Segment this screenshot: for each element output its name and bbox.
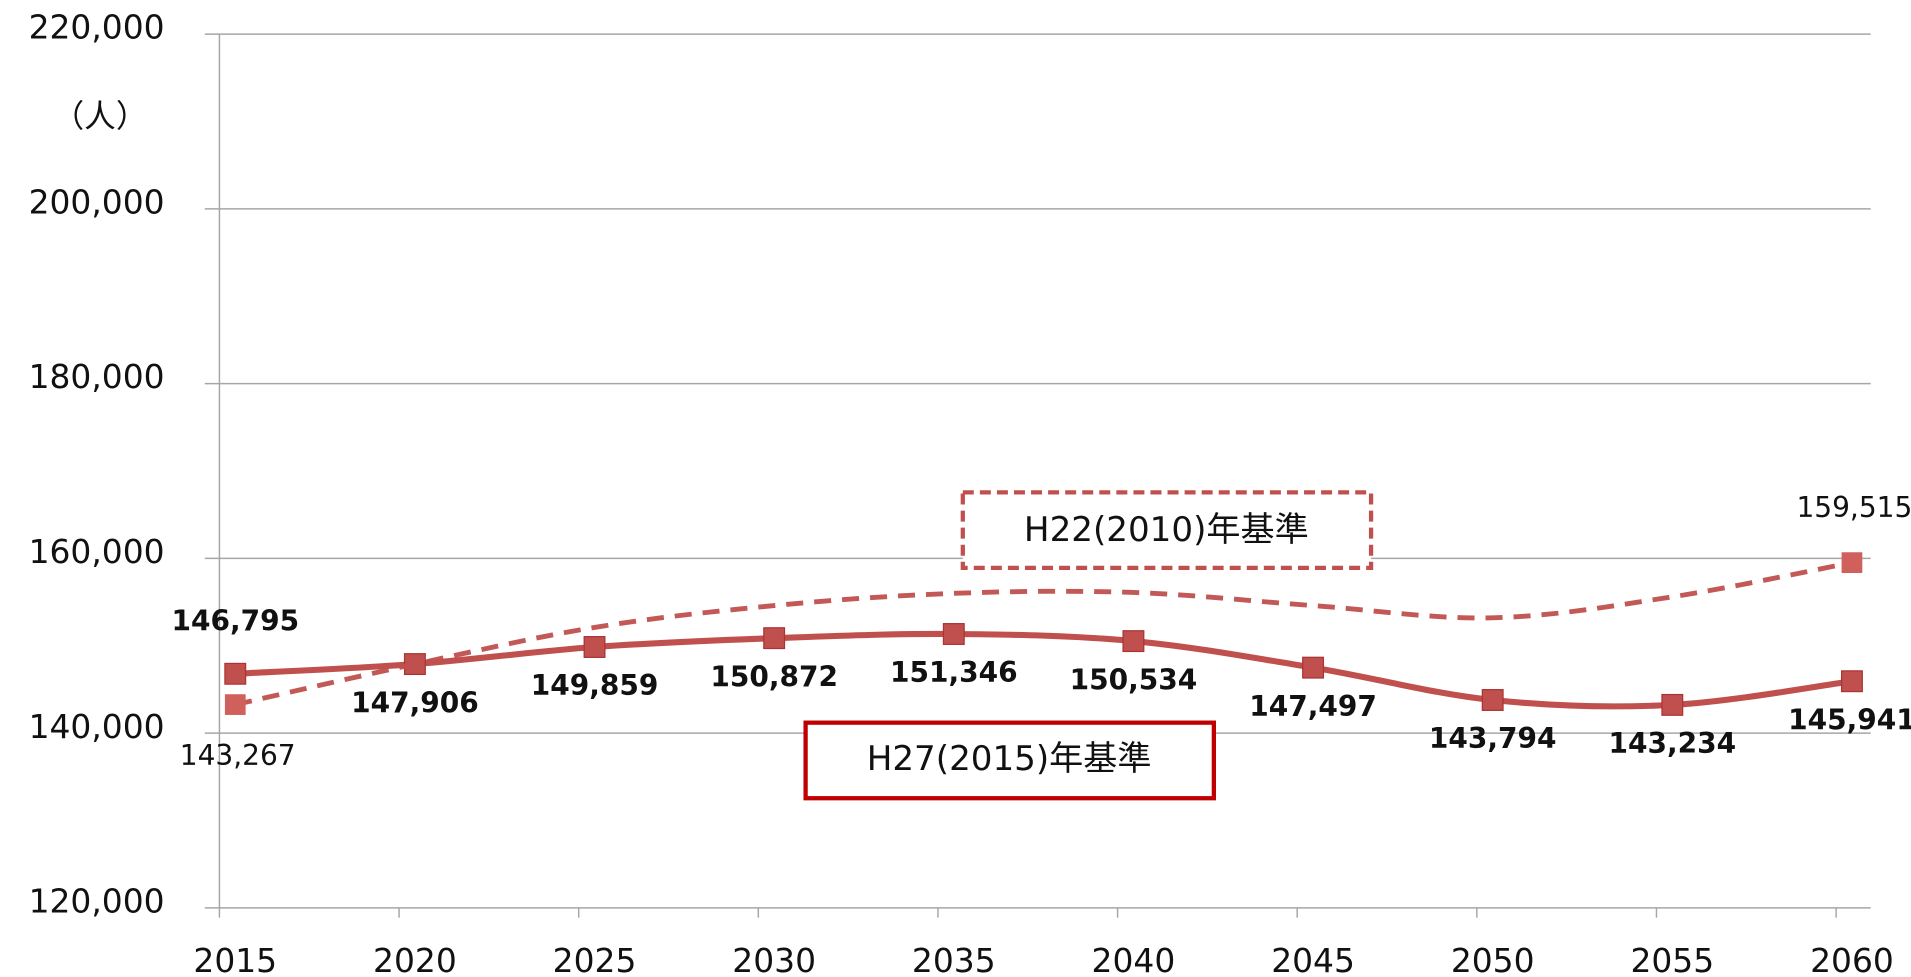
series-line [235,630,1853,710]
data-label: 147,497 [1249,690,1377,723]
y-tick-label: 140,000 [29,707,165,746]
legend-box-solid [803,720,1216,801]
data-label: 151,346 [890,656,1018,689]
marker [1302,656,1325,679]
data-label: 159,515 [1796,491,1911,524]
marker [1481,689,1504,711]
marker [942,623,965,645]
x-tick-label: 2040 [1092,941,1176,977]
x-tick-label: 2055 [1630,941,1714,977]
x-tick-label: 2025 [553,941,637,977]
y-tick-label: 200,000 [29,183,165,222]
x-tick-label: 2060 [1810,941,1894,977]
legend-box-dashed [960,490,1374,571]
legend-label: H22(2010)年基準 [1024,510,1309,550]
y-axis-unit: （人） [52,99,147,135]
marker [583,636,606,658]
x-tick-label: 2050 [1451,941,1535,977]
y-tick-label: 160,000 [29,532,165,571]
x-tick-label: 2045 [1271,941,1355,977]
y-tick-label: 220,000 [29,8,165,47]
series-line [234,560,1853,707]
y-tick-label: 180,000 [29,357,165,396]
marker [1840,670,1863,693]
legend-label: H27(2015)年基準 [867,739,1152,779]
marker [1841,552,1863,573]
data-label: 143,267 [180,739,296,772]
data-label: 147,906 [351,686,479,719]
data-label: 143,234 [1609,727,1737,760]
data-label: 150,534 [1070,663,1198,696]
data-label: 145,941 [1788,703,1911,736]
marker [763,627,786,650]
x-tick-label: 2015 [193,941,277,977]
data-label: 149,859 [531,669,659,702]
marker [1122,630,1145,653]
data-label: 146,795 [171,605,299,638]
x-tick-label: 2020 [373,941,457,977]
y-tick-label: 120,000 [29,882,165,921]
marker [224,662,247,685]
marker [224,694,246,715]
data-label: 150,872 [710,660,838,693]
data-label: 143,794 [1429,722,1557,755]
x-tick-label: 2035 [912,941,996,977]
x-tick-label: 2030 [732,941,816,977]
marker [1661,693,1684,716]
